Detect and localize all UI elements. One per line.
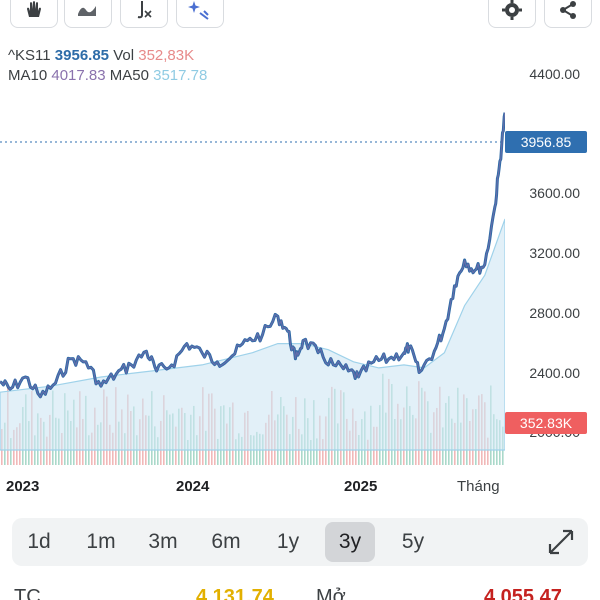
volume-bar (241, 436, 243, 465)
ma50-label: MA50 (109, 67, 149, 84)
chart-legend: ^KS11 3956.85 Vol 352,83K MA10 4017.83 M… (8, 46, 207, 86)
range-1y[interactable]: 1y (276, 530, 300, 553)
x-label-2024: 2024 (176, 478, 210, 495)
reference-label: TC (14, 586, 41, 600)
price-tick-3200: 3200.00 (529, 245, 580, 261)
line-style-button[interactable] (64, 0, 112, 28)
range-5y[interactable]: 5y (401, 530, 425, 553)
volume-bar (46, 436, 48, 465)
ma50-area (0, 218, 505, 451)
settings-button[interactable] (488, 0, 536, 28)
volume-bar (217, 438, 219, 465)
share-icon (560, 1, 576, 19)
volume-bar (235, 439, 237, 465)
price-tick-4400: 4400.00 (529, 66, 580, 82)
ma10-label: MA10 (8, 67, 48, 84)
vol-label: Vol (113, 47, 135, 64)
current-price-tag: 3956.85 (505, 131, 587, 153)
open-label: Mở (316, 586, 346, 600)
indicator-button[interactable] (120, 0, 168, 28)
volume-bar (310, 439, 312, 465)
x-unit-label: Tháng (457, 478, 500, 495)
volume-bar (316, 438, 318, 465)
volume-bar (322, 439, 324, 465)
volume-tag: 352.83K (505, 412, 587, 434)
x-label-2025: 2025 (344, 478, 378, 495)
symbol-label: ^KS11 (8, 47, 51, 64)
range-1m[interactable]: 1m (86, 530, 116, 553)
share-button[interactable] (544, 0, 592, 28)
hand-icon (27, 1, 41, 17)
stats-row: TC 4,131.74 Mở 4,055.47 (0, 586, 600, 600)
range-3y[interactable]: 3y (325, 522, 375, 562)
price-tick-2800: 2800.00 (529, 305, 580, 321)
open-value: 4,055.47 (484, 586, 562, 600)
hand-tool-button[interactable] (10, 0, 58, 28)
vol-value: 352,83K (138, 47, 195, 64)
chart-toolbar (0, 0, 600, 34)
range-6m[interactable]: 6m (211, 530, 241, 553)
ma50-value: 3517.78 (153, 67, 208, 84)
sparkle-icon (188, 1, 209, 20)
price-tick-2400: 2400.00 (529, 365, 580, 381)
gear-icon (502, 0, 522, 20)
wave-icon (78, 6, 96, 16)
price-value: 3956.85 (54, 47, 110, 64)
volume-bar (487, 437, 489, 465)
range-1d[interactable]: 1d (27, 530, 51, 553)
price-chart[interactable] (0, 60, 505, 465)
volume-bar (157, 437, 159, 465)
expand-icon[interactable] (546, 527, 576, 557)
reference-value: 4,131.74 (196, 586, 274, 600)
volume-bar (187, 439, 189, 465)
volume-bar (367, 439, 369, 465)
price-tick-3600: 3600.00 (529, 185, 580, 201)
ma10-line (0, 112, 505, 398)
range-3m[interactable]: 3m (148, 530, 178, 553)
ma10-value: 4017.83 (51, 67, 106, 84)
fx-icon (137, 1, 152, 19)
range-selector: 1d 1m 3m 6m 1y 3y 5y (12, 518, 588, 566)
ai-tool-button[interactable] (176, 0, 224, 28)
x-label-2023: 2023 (6, 478, 40, 495)
volume-bar (10, 438, 12, 465)
